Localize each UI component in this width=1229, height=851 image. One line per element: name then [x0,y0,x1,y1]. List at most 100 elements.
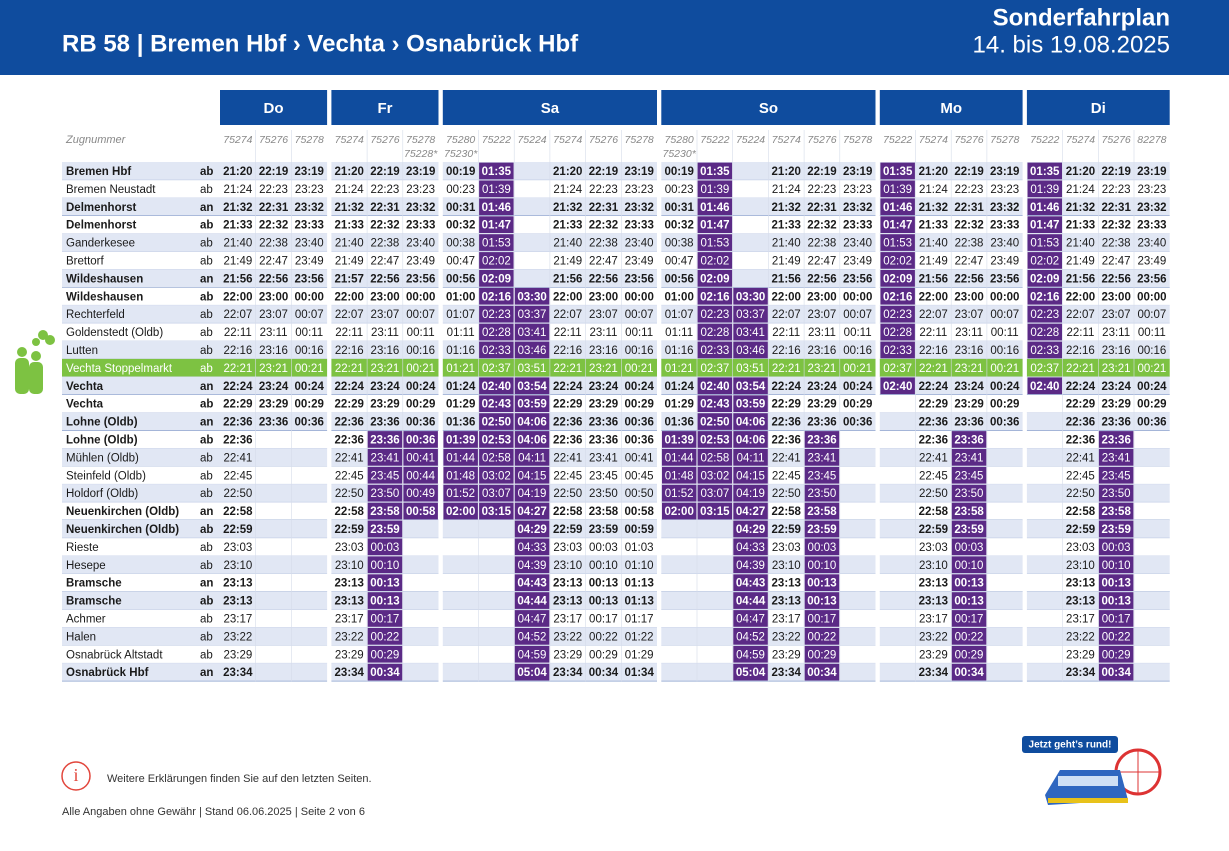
time: 22:16 [919,345,948,357]
time: 23:22 [919,631,948,643]
time: 21:56 [223,273,252,285]
time: 00:58 [624,506,654,518]
time: 02:23 [700,309,729,321]
special-cell [367,592,403,609]
time: 23:33 [624,220,653,232]
special-cell [697,305,733,323]
special-cell [367,663,403,681]
time: 23:24 [259,381,289,393]
special-cell [804,592,840,609]
time: 02:40 [482,381,511,393]
time: 23:41 [955,452,984,464]
header-bar [0,0,1229,75]
special-cell [951,663,987,681]
time: 22:11 [919,327,947,339]
time: 01:29 [664,399,693,411]
special-cell [367,538,403,556]
time: 23:36 [1101,434,1130,446]
time: 00:32 [446,220,475,232]
arr-dep: ab [200,631,213,643]
special-cell [804,431,840,448]
time: 22:56 [954,273,983,285]
time: 23:22 [1066,631,1095,643]
time: 22:11 [224,327,252,339]
time: 23:19 [990,166,1019,178]
time: 23:29 [370,399,399,411]
time: 00:00 [843,291,872,303]
time: 04:52 [518,631,547,643]
time: 23:34 [919,667,949,679]
time: 22:00 [223,291,252,303]
train-number: 75222 [883,134,912,146]
train-number: 75276 [370,134,399,146]
time: 01:46 [883,202,912,214]
time: 23:59 [954,524,983,536]
row-bg [220,305,328,324]
time: 23:33 [1137,220,1166,232]
time: 23:11 [808,327,836,339]
time: 22:11 [772,327,800,339]
time: 23:13 [553,596,582,608]
special-cell [443,449,478,466]
time: 23:11 [1102,327,1130,339]
time: 03:07 [700,488,729,500]
train-number: 75274 [772,134,801,146]
time: 01:29 [446,399,475,411]
time: 22:41 [919,452,948,464]
info-icon [61,761,91,791]
time: 00:24 [990,381,1020,393]
time: 23:00 [370,291,399,303]
time: 02:37 [1030,363,1059,375]
time: 01:36 [664,417,693,429]
time: 22:21 [223,363,252,375]
special-cell [804,574,840,591]
time: 02:00 [446,506,475,518]
arr-dep: ab [200,649,213,661]
time: 22:32 [589,220,618,232]
arr-dep: ab [200,488,213,500]
time: 22:00 [919,291,948,303]
time: 00:31 [446,202,476,214]
special-cell [514,556,550,574]
special-cell [697,395,733,412]
time: 00:13 [807,578,836,590]
time: 23:50 [589,488,618,500]
time: 01:13 [624,596,653,608]
time: 22:38 [589,238,618,250]
time: 22:56 [589,273,618,285]
time: 22:58 [223,506,253,518]
special-cell [1027,377,1062,395]
time: 23:22 [335,631,364,643]
row-bg [220,555,328,574]
time: 00:44 [406,470,435,482]
time: 22:36 [335,417,364,429]
time: 04:47 [736,613,765,625]
time: 23:19 [1137,166,1166,178]
time: 22:58 [553,506,583,518]
arr-dep: ab [200,345,213,357]
time: 00:24 [406,381,436,393]
time: 02:40 [700,381,729,393]
time: 02:37 [700,363,729,375]
station-name: Hesepe [66,560,106,572]
balloon-figures [15,330,55,394]
day-header [1026,90,1170,125]
special-cell [733,377,768,395]
station-name: Bramsche [66,596,122,608]
time: 23:41 [1102,452,1131,464]
time: 01:53 [1030,238,1059,250]
time: 01:47 [883,220,912,232]
time: 23:49 [406,255,435,267]
time: 22:41 [553,452,582,464]
time: 00:21 [843,363,872,375]
special-cell [479,341,514,359]
time: 22:36 [1066,417,1095,429]
train-number: 75276 [259,134,288,146]
station-name: Osnabrück Altstadt [66,649,163,661]
time: 00:29 [843,399,872,411]
time: 23:22 [223,631,252,643]
time: 00:17 [955,613,984,625]
time: 23:49 [843,255,872,267]
day-name: So [759,100,778,117]
arr-dep: ab [200,184,213,196]
